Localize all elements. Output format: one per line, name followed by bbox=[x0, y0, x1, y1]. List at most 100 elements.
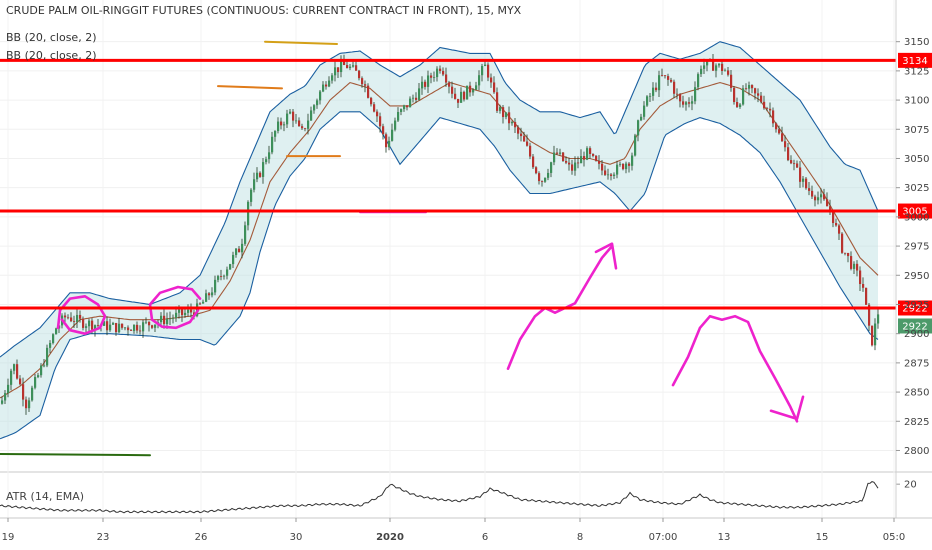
candle bbox=[742, 85, 745, 106]
candle-body bbox=[703, 65, 706, 69]
candle-body bbox=[322, 84, 325, 92]
candle bbox=[625, 161, 628, 174]
candle bbox=[790, 155, 793, 165]
candle-body bbox=[400, 109, 403, 112]
annotation-stroke bbox=[671, 314, 799, 423]
candle-body bbox=[436, 68, 439, 78]
candle-body bbox=[493, 82, 496, 93]
y-tick-label: 2925 bbox=[904, 300, 929, 311]
candle-body bbox=[442, 70, 445, 75]
candle bbox=[109, 318, 112, 332]
candle bbox=[253, 172, 256, 193]
candle bbox=[454, 87, 457, 100]
candle bbox=[724, 68, 727, 72]
candle bbox=[565, 156, 568, 165]
candle-body bbox=[313, 105, 316, 111]
candle bbox=[331, 73, 334, 84]
annotation-stroke bbox=[769, 395, 805, 421]
candle bbox=[376, 109, 379, 123]
candle-body bbox=[559, 152, 562, 154]
candle bbox=[139, 325, 142, 335]
candle-body bbox=[178, 309, 181, 313]
y-tick-label: 2975 bbox=[904, 242, 929, 253]
candle-body bbox=[232, 254, 235, 265]
candle-body bbox=[859, 270, 862, 285]
candle-body bbox=[727, 70, 730, 75]
candle bbox=[718, 63, 721, 68]
candle-body bbox=[562, 152, 565, 162]
atr-line bbox=[0, 481, 879, 514]
candle-body bbox=[325, 84, 328, 87]
candle bbox=[46, 344, 49, 368]
indicator-label-bb-2[interactable]: BB (20, close, 2) bbox=[6, 49, 97, 62]
candle-body bbox=[205, 293, 208, 302]
horizontal-levels: 3134 3005 2922 2922 bbox=[0, 52, 932, 334]
candle-body bbox=[745, 88, 748, 90]
candle-body bbox=[520, 133, 523, 137]
candle-body bbox=[82, 318, 85, 328]
candle bbox=[394, 117, 397, 132]
candle bbox=[712, 53, 715, 71]
candle-body bbox=[463, 91, 466, 100]
candle-body bbox=[412, 97, 415, 99]
candle bbox=[64, 312, 67, 324]
candle-body bbox=[865, 287, 868, 305]
x-tick-label: 6 bbox=[482, 532, 488, 543]
candle bbox=[127, 325, 130, 336]
candle bbox=[793, 159, 796, 171]
candle bbox=[160, 312, 163, 326]
candle bbox=[505, 112, 508, 120]
candle bbox=[766, 106, 769, 112]
candle-body bbox=[421, 81, 424, 89]
candle bbox=[49, 340, 52, 354]
candle-body bbox=[757, 93, 760, 96]
candle-body bbox=[319, 91, 322, 101]
candle-body bbox=[298, 120, 301, 127]
candle-body bbox=[241, 243, 244, 253]
candle bbox=[610, 173, 613, 181]
candle bbox=[346, 60, 349, 69]
candle-body bbox=[502, 107, 505, 118]
candle-body bbox=[712, 59, 715, 71]
price-axis[interactable]: 3150 3125 3100 3075 3050 3025 3000 2975 2950 2925… bbox=[895, 0, 929, 518]
candle-body bbox=[529, 145, 532, 157]
candle bbox=[355, 60, 358, 71]
indicator-label-bb-1[interactable]: BB (20, close, 2) bbox=[6, 31, 97, 44]
candle bbox=[808, 181, 811, 196]
candle-body bbox=[331, 75, 334, 81]
candle-body bbox=[844, 252, 847, 254]
candle bbox=[424, 79, 427, 90]
candle-body bbox=[673, 81, 676, 94]
candle-body bbox=[226, 269, 229, 276]
candle-body bbox=[577, 162, 580, 164]
candle bbox=[250, 188, 253, 207]
candle bbox=[745, 83, 748, 91]
candle bbox=[232, 251, 235, 268]
level-label: 2922 bbox=[902, 303, 927, 314]
candle-body bbox=[289, 111, 292, 114]
candle bbox=[463, 90, 466, 102]
candle bbox=[184, 308, 187, 318]
candle bbox=[385, 132, 388, 153]
x-tick-label: 2020 bbox=[376, 532, 404, 543]
candle-body bbox=[79, 314, 82, 319]
atr-label[interactable]: ATR (14, EMA) bbox=[6, 490, 85, 503]
time-axis[interactable]: 19 23 26 30 2020 6 8 07:00 13 15 05:0 bbox=[0, 517, 932, 543]
candle-body bbox=[841, 233, 844, 253]
candle-body bbox=[535, 167, 538, 174]
candle-body bbox=[475, 85, 478, 90]
candle-body bbox=[106, 321, 109, 331]
candle-body bbox=[94, 325, 97, 330]
candle bbox=[784, 135, 787, 152]
candle bbox=[460, 87, 463, 103]
candle bbox=[544, 177, 547, 183]
candle bbox=[631, 152, 634, 171]
candle bbox=[256, 167, 259, 183]
candle bbox=[556, 148, 559, 155]
candle bbox=[676, 88, 679, 100]
candle bbox=[511, 120, 514, 126]
candle-body bbox=[142, 322, 145, 332]
candle bbox=[121, 323, 124, 330]
candle-body bbox=[109, 324, 112, 331]
